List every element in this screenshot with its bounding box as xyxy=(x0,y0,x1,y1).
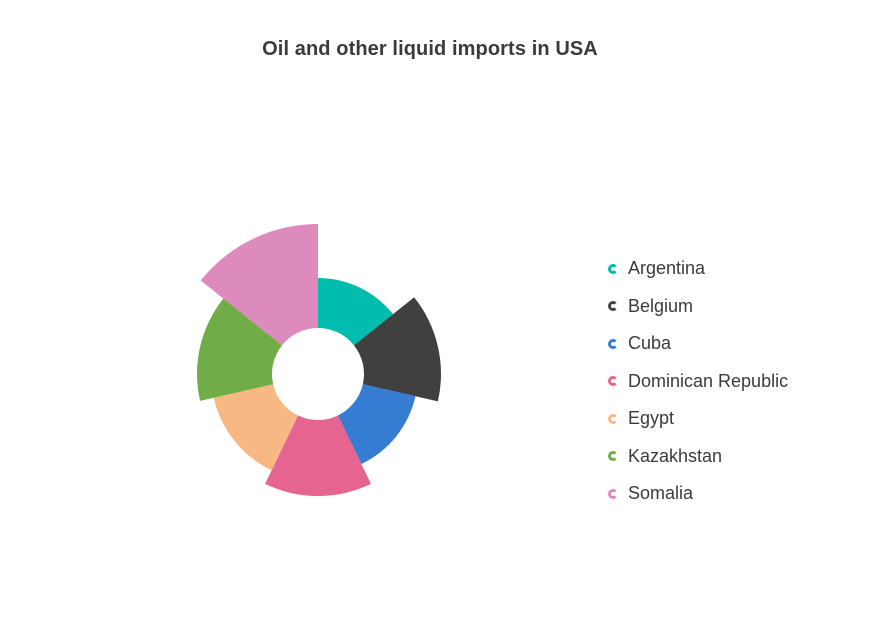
legend: Argentina Belgium Cuba Dominican Republic Eg… xyxy=(608,250,788,513)
pie-slices xyxy=(197,224,441,496)
legend-item-kazakhstan[interactable]: Kazakhstan xyxy=(608,438,788,476)
legend-item-belgium[interactable]: Belgium xyxy=(608,288,788,326)
legend-marker-icon xyxy=(608,376,618,387)
pie-slice-belgium[interactable] xyxy=(353,297,441,402)
legend-label: Somalia xyxy=(628,483,694,504)
legend-label: Egypt xyxy=(628,408,675,429)
legend-item-cuba[interactable]: Cuba xyxy=(608,325,788,363)
legend-marker-icon xyxy=(608,413,618,424)
legend-marker-icon xyxy=(608,338,618,349)
legend-label: Cuba xyxy=(628,333,672,354)
legend-label: Kazakhstan xyxy=(628,445,723,466)
pie-slice-egypt[interactable] xyxy=(213,384,299,471)
pie-slice-kazakhstan[interactable] xyxy=(197,298,283,401)
pie-slice-cuba[interactable] xyxy=(337,384,416,465)
pie-slice-argentina[interactable] xyxy=(318,278,394,346)
legend-item-somalia[interactable]: Somalia xyxy=(608,475,788,513)
legend-item-dominican-republic[interactable]: Dominican Republic xyxy=(608,363,788,401)
legend-item-egypt[interactable]: Egypt xyxy=(608,400,788,438)
legend-label: Belgium xyxy=(628,295,694,316)
legend-marker-icon xyxy=(608,263,618,274)
legend-label: Dominican Republic xyxy=(628,370,789,391)
pie-slice-dominican-republic[interactable] xyxy=(265,415,371,496)
legend-marker-icon xyxy=(608,488,618,499)
legend-marker-icon xyxy=(608,301,618,312)
chart-title: Oil and other liquid imports in USA xyxy=(262,38,598,60)
legend-marker-icon xyxy=(608,451,618,462)
legend-item-argentina[interactable]: Argentina xyxy=(608,250,788,288)
legend-label: Argentina xyxy=(628,258,706,279)
pie-slice-somalia[interactable] xyxy=(200,224,318,346)
